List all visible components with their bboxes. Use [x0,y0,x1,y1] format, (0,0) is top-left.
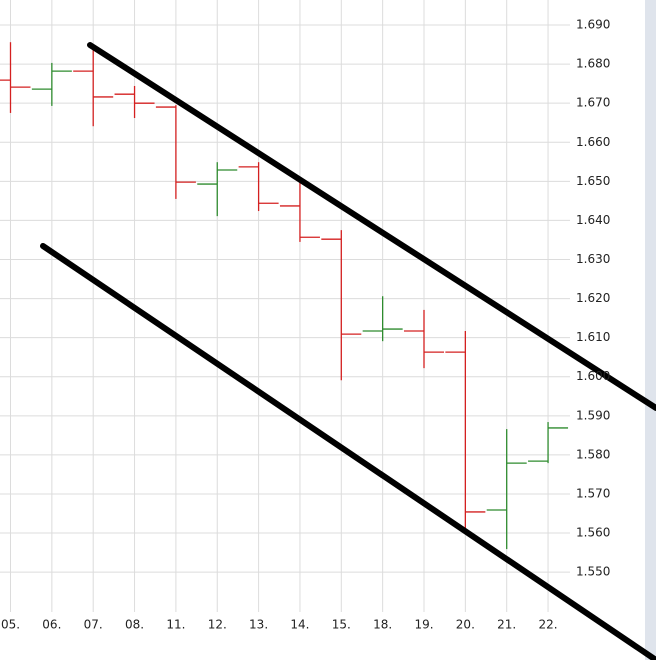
x-tick-label: 14. [290,618,309,632]
lower-channel-line [40,243,656,660]
x-tick-label: 07. [84,618,103,632]
y-tick-label: 1.590 [576,408,610,422]
side-strip [645,0,656,660]
y-tick-label: 1.680 [576,57,610,71]
x-tick-label: 20. [456,618,475,632]
x-tick-label: 21. [497,618,516,632]
x-tick-label: 19. [414,618,433,632]
y-tick-label: 1.580 [576,447,610,461]
y-tick-label: 1.640 [576,213,610,227]
x-tick-label: 22. [539,618,558,632]
x-tick-label: 05. [1,618,20,632]
x-tick-label: 18. [373,618,392,632]
y-tick-label: 1.600 [576,369,610,383]
y-tick-label: 1.650 [576,174,610,188]
marks [0,42,569,550]
upper-channel-line [87,42,656,411]
grid [0,0,570,612]
y-tick-label: 1.550 [576,565,610,579]
x-tick-label: 11. [166,618,185,632]
y-tick-label: 1.670 [576,96,610,110]
x-tick-label: 13. [249,618,268,632]
x-tick-label: 08. [125,618,144,632]
y-tick-label: 1.570 [576,486,610,500]
y-tick-label: 1.630 [576,252,610,266]
y-tick-label: 1.610 [576,330,610,344]
x-tick-label: 06. [42,618,61,632]
y-tick-label: 1.660 [576,135,610,149]
y-tick-label: 1.690 [576,18,610,32]
x-tick-label: 15. [332,618,351,632]
y-tick-label: 1.560 [576,526,610,540]
y-tick-label: 1.620 [576,291,610,305]
x-tick-label: 12. [208,618,227,632]
